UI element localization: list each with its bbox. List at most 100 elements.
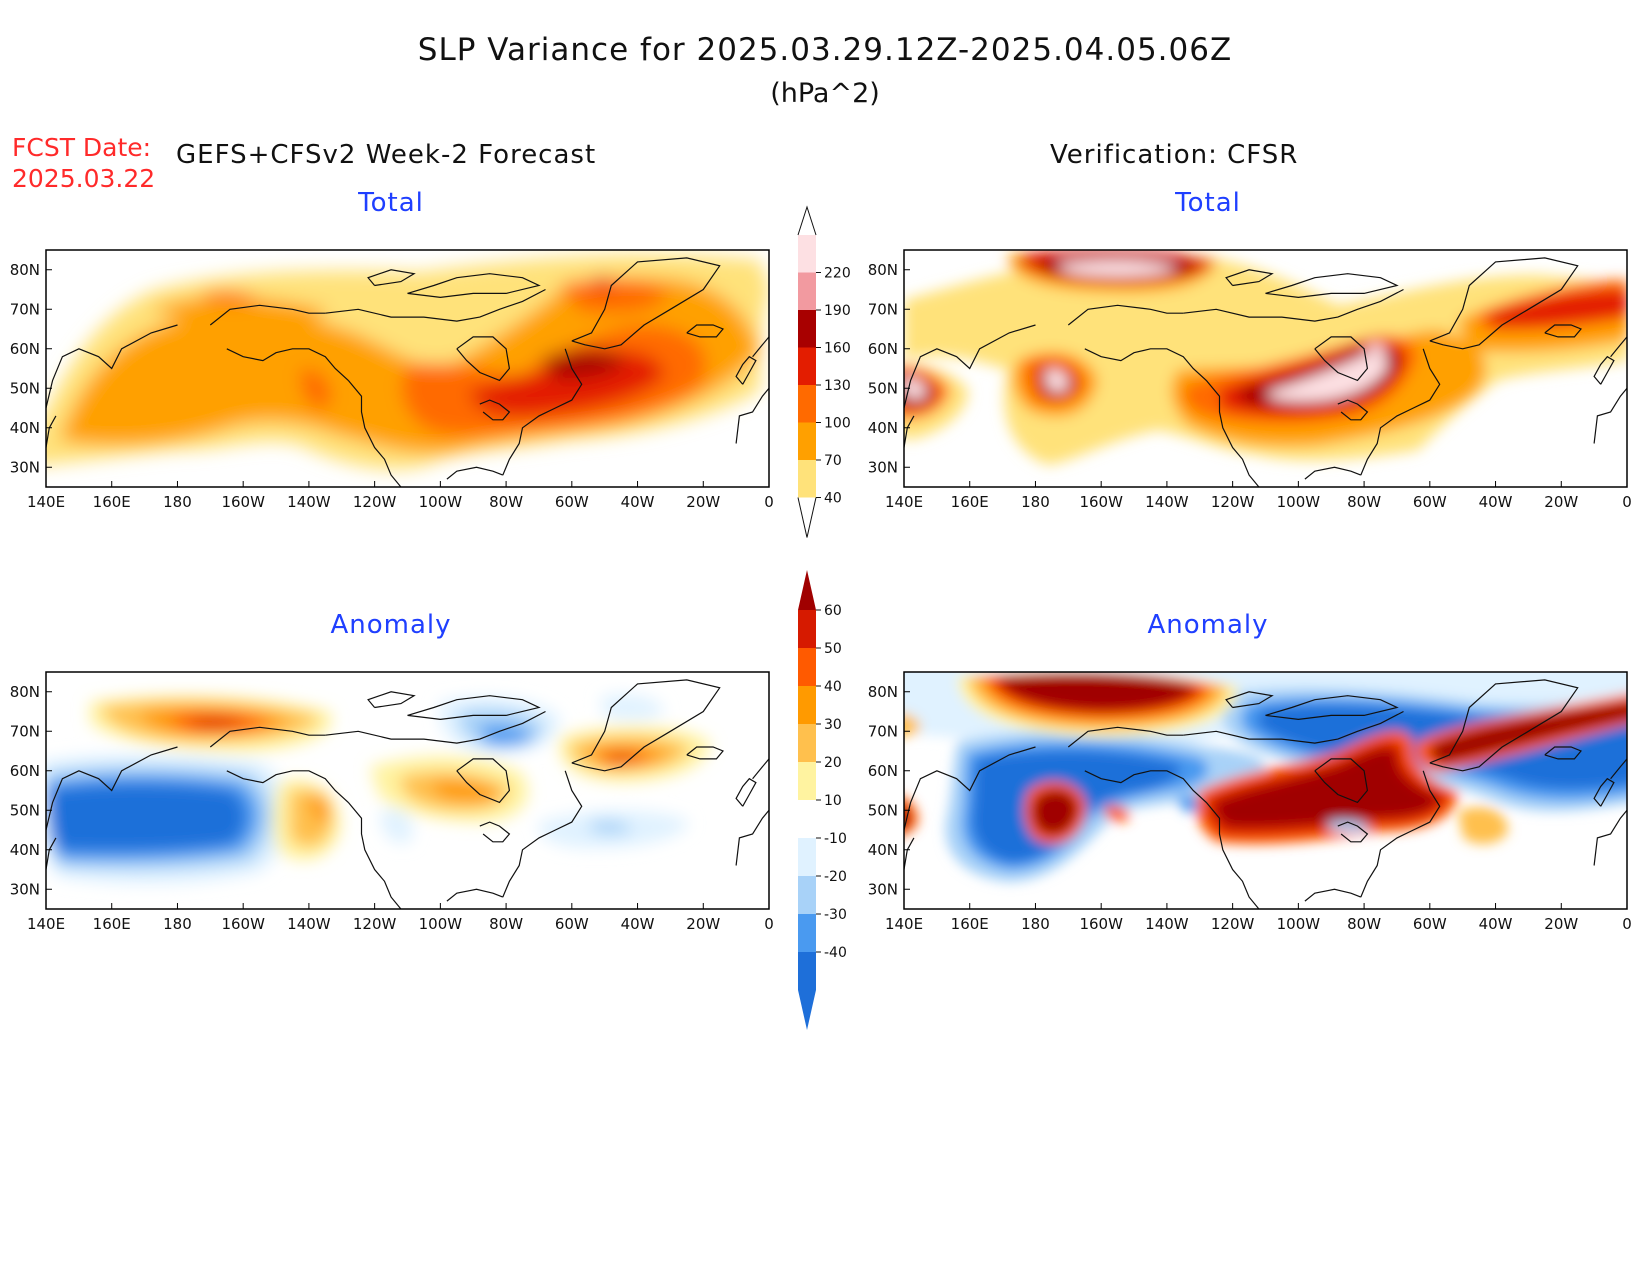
- coastline: [1593, 387, 1628, 444]
- lon-tick-label: 40W: [621, 493, 655, 511]
- lon-tick-label: 60W: [1413, 915, 1447, 933]
- colorbar-swatch: [798, 272, 816, 310]
- coastline: [1360, 770, 1441, 898]
- lon-tick-label: 20W: [1544, 915, 1578, 933]
- lon-tick-label: 160E: [951, 493, 989, 511]
- lon-tick-label: 140W: [287, 915, 331, 933]
- coastline: [479, 399, 511, 421]
- forecast-total-map: 140E 160E 180 160W 140W 120W 100W 80W 60W 40W 20W 0…: [10, 249, 774, 511]
- lon-tick-label: 140E: [27, 915, 65, 933]
- lat-tick-label: 40N: [10, 841, 40, 859]
- lon-tick-label: 120W: [353, 493, 397, 511]
- colorbar-label: -20: [824, 869, 847, 885]
- lon-tick-label: 40W: [1479, 493, 1513, 511]
- lat-tick-label: 70N: [868, 722, 898, 740]
- lat-tick-label: 50N: [10, 379, 40, 397]
- coastline: [903, 746, 1036, 831]
- coastline: [347, 802, 402, 910]
- lat-tick-label: 50N: [10, 801, 40, 819]
- lon-tick-label: 120W: [1211, 915, 1255, 933]
- lon-tick-label: 120W: [353, 915, 397, 933]
- coastline: [752, 758, 770, 780]
- lat-tick-label: 30N: [10, 458, 40, 476]
- colorbar-swatch: [798, 347, 816, 385]
- colorbar-label: 130: [824, 378, 851, 394]
- verification-heading: Verification: CFSR: [1050, 140, 1299, 170]
- lon-tick-label: 160W: [221, 493, 265, 511]
- coastline: [571, 679, 721, 772]
- lat-tick-label: 50N: [868, 379, 898, 397]
- coastline: [1429, 257, 1579, 350]
- coastline: [1265, 695, 1399, 721]
- coastline: [367, 269, 416, 287]
- lon-tick-label: 60W: [1413, 493, 1447, 511]
- coastline: [1337, 821, 1369, 843]
- coastline: [752, 336, 770, 358]
- lon-tick-label: 60W: [555, 915, 589, 933]
- lon-tick-label: 0: [1622, 915, 1632, 933]
- colorbar-swatch: [798, 610, 816, 648]
- lon-tick-label: 80W: [1347, 493, 1381, 511]
- coastline: [1544, 746, 1582, 760]
- colorbar-extend-high: [798, 570, 816, 610]
- coastline: [502, 348, 583, 476]
- lat-tick-label: 40N: [868, 419, 898, 437]
- colorbar-label: 30: [824, 717, 842, 733]
- coastline: [1183, 710, 1404, 744]
- fcst-date-label: FCST Date:: [12, 133, 152, 162]
- coastline: [1084, 770, 1207, 803]
- colorbar-label: 50: [824, 641, 842, 657]
- lon-tick-label: 160E: [951, 915, 989, 933]
- total-colorbar: 40 70 100 130 160 190 220: [797, 205, 851, 538]
- lat-tick-label: 60N: [868, 762, 898, 780]
- coastline: [1337, 399, 1369, 421]
- colorbar-swatch: [798, 914, 816, 952]
- coastline: [1314, 758, 1369, 804]
- lat-tick-label: 80N: [868, 261, 898, 279]
- lon-tick-label: 80W: [1347, 915, 1381, 933]
- lat-tick-label: 70N: [10, 722, 40, 740]
- coastline: [407, 273, 541, 299]
- coastline: [735, 777, 757, 807]
- colorbar-label: 190: [824, 303, 851, 319]
- colorbar-swatch: [798, 648, 816, 686]
- coastline: [407, 695, 541, 721]
- lon-tick-label: 20W: [686, 915, 720, 933]
- lat-tick-label: 30N: [868, 458, 898, 476]
- colorbar-label: 60: [824, 603, 842, 619]
- lon-tick-label: 100W: [419, 493, 463, 511]
- lon-tick-label: 40W: [1479, 915, 1513, 933]
- coastline: [1183, 288, 1404, 322]
- coastline: [1265, 273, 1399, 299]
- colorbar-swatch: [798, 952, 816, 990]
- lat-tick-label: 80N: [868, 683, 898, 701]
- colorbar-extend-low: [797, 497, 817, 538]
- colorbar-swatch: [798, 460, 816, 498]
- lon-tick-label: 80W: [489, 915, 523, 933]
- coastline: [686, 324, 724, 338]
- lon-tick-label: 180: [1021, 915, 1050, 933]
- coastline: [1084, 348, 1207, 381]
- lon-tick-label: 180: [163, 915, 192, 933]
- lat-tick-label: 70N: [868, 300, 898, 318]
- lat-tick-label: 80N: [10, 683, 40, 701]
- colorbar-swatch: [798, 310, 816, 348]
- verification-anomaly-map: 140E 160E 180 160W 140W 120W 100W 80W 60W 40W 20W 0…: [868, 671, 1632, 933]
- fcst-date-value: 2025.03.22: [12, 164, 156, 193]
- lon-tick-label: 100W: [1277, 493, 1321, 511]
- lon-tick-label: 160W: [221, 915, 265, 933]
- lon-tick-label: 0: [764, 493, 774, 511]
- lon-tick-label: 20W: [1544, 493, 1578, 511]
- colorbar-label: 10: [824, 793, 842, 809]
- panel-title-verification-anomaly: Anomaly: [1147, 610, 1269, 640]
- lat-tick-label: 30N: [10, 880, 40, 898]
- lon-tick-label: 20W: [686, 493, 720, 511]
- lon-tick-label: 100W: [419, 915, 463, 933]
- coastline: [209, 726, 326, 748]
- panel-title-forecast-total: Total: [358, 188, 424, 218]
- lon-tick-label: 180: [163, 493, 192, 511]
- coastline: [1610, 758, 1628, 780]
- colorbar-swatch: [798, 724, 816, 762]
- coastline: [45, 324, 178, 409]
- coastline: [1544, 324, 1582, 338]
